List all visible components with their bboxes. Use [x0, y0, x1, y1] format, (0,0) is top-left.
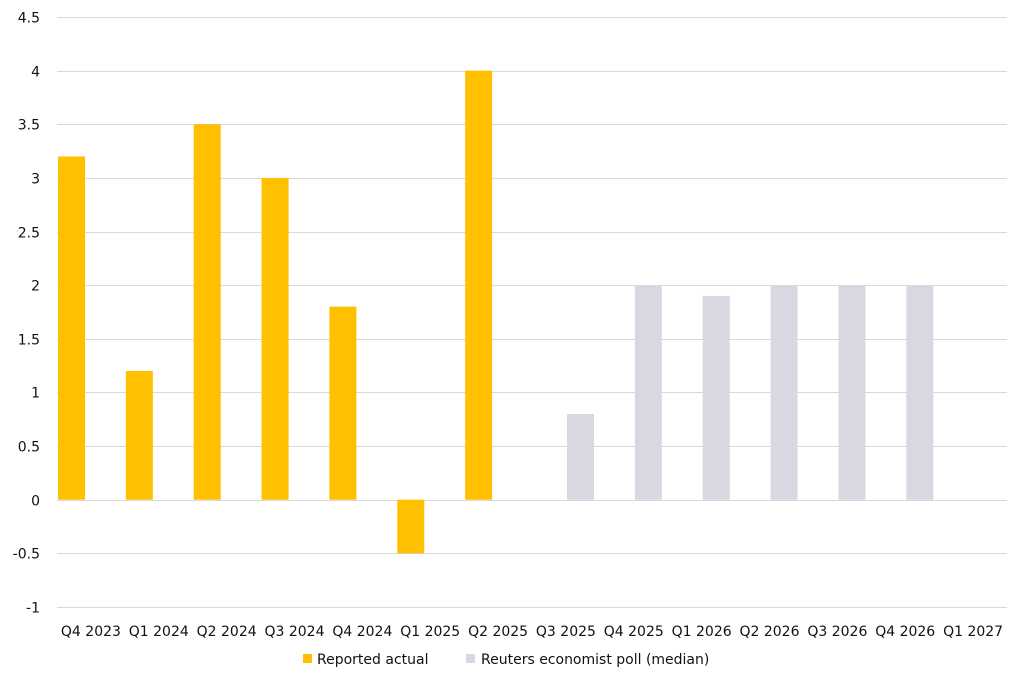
y-tick-label: 4 — [31, 65, 40, 81]
y-tick-label: 0.5 — [18, 440, 40, 456]
bar-reported-actual-q2-2024 — [193, 124, 221, 500]
x-tick-label: Q4 2026 — [875, 624, 935, 640]
legend-swatch-reuters-poll — [466, 654, 475, 663]
x-tick-label: Q3 2024 — [264, 624, 324, 640]
y-tick-label: 4.5 — [18, 11, 40, 27]
legend-swatch-reported-actual — [303, 654, 312, 663]
y-tick-label: -0.5 — [13, 547, 40, 563]
bar-reported-actual-q1-2025 — [397, 499, 425, 554]
x-axis-ticks: Q4 2023 Q1 2024 Q2 2024 Q3 2024 Q4 2024 Q1 20… — [61, 624, 1003, 640]
bar-reuters-poll-q3-2025 — [567, 413, 594, 500]
legend: Reported actual Reuters economist poll (… — [303, 652, 709, 668]
y-tick-label: 3.5 — [18, 118, 40, 134]
y-axis-ticks: 4.5 4 3.5 3 2.5 2 1.5 1 0.5 0 -0.5 -1 — [13, 11, 40, 617]
x-tick-label: Q2 2026 — [739, 624, 799, 640]
x-tick-label: Q2 2024 — [197, 624, 257, 640]
bar-reported-actual-q4-2023 — [58, 156, 85, 500]
x-tick-label: Q3 2025 — [536, 624, 596, 640]
bar-reuters-poll-q1-2026 — [702, 295, 730, 500]
y-tick-label: 0 — [31, 494, 40, 510]
bars — [58, 70, 934, 554]
x-tick-label: Q2 2025 — [468, 624, 528, 640]
x-tick-label: Q4 2025 — [604, 624, 664, 640]
y-tick-label: 3 — [31, 172, 40, 188]
bar-reported-actual-q1-2024 — [125, 371, 153, 500]
bar-reuters-poll-q4-2026 — [906, 285, 934, 500]
legend-label-reuters-poll: Reuters economist poll (median) — [481, 652, 709, 668]
bar-reuters-poll-q3-2026 — [838, 285, 866, 500]
x-tick-label: Q4 2023 — [61, 624, 121, 640]
bar-reported-actual-q4-2024 — [329, 306, 357, 500]
x-tick-label: Q1 2027 — [943, 624, 1003, 640]
x-tick-label: Q1 2026 — [672, 624, 732, 640]
y-tick-label: 1 — [31, 386, 40, 402]
bar-reuters-poll-q4-2025 — [634, 285, 662, 500]
x-tick-label: Q1 2024 — [129, 624, 189, 640]
y-tick-label: 2.5 — [18, 226, 40, 242]
bar-reported-actual-q3-2024 — [261, 177, 289, 500]
bar-reuters-poll-q2-2026 — [770, 285, 798, 500]
y-tick-label: 2 — [31, 279, 40, 295]
x-tick-label: Q3 2026 — [807, 624, 867, 640]
y-tick-label: -1 — [26, 601, 40, 617]
x-tick-label: Q1 2025 — [400, 624, 460, 640]
y-tick-label: 1.5 — [18, 333, 40, 349]
bar-reported-actual-q2-2025 — [465, 70, 493, 500]
legend-label-reported-actual: Reported actual — [317, 652, 428, 668]
x-tick-label: Q4 2024 — [332, 624, 392, 640]
